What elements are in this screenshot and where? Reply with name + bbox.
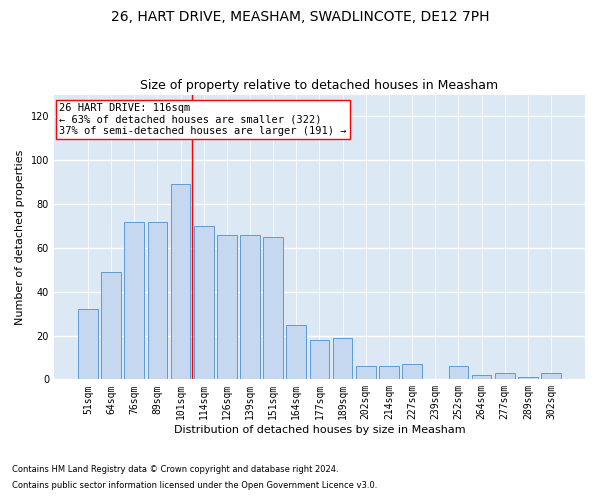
- Bar: [495, 373, 515, 380]
- Text: Contains public sector information licensed under the Open Government Licence v3: Contains public sector information licen…: [12, 480, 377, 490]
- Bar: [333, 338, 352, 380]
- Bar: [217, 235, 236, 380]
- Bar: [194, 226, 214, 380]
- Bar: [286, 324, 306, 380]
- Bar: [379, 366, 399, 380]
- Text: 26, HART DRIVE, MEASHAM, SWADLINCOTE, DE12 7PH: 26, HART DRIVE, MEASHAM, SWADLINCOTE, DE…: [111, 10, 489, 24]
- Bar: [101, 272, 121, 380]
- Bar: [449, 366, 468, 380]
- Bar: [310, 340, 329, 380]
- Bar: [518, 377, 538, 380]
- Bar: [170, 184, 190, 380]
- Bar: [356, 366, 376, 380]
- Bar: [240, 235, 260, 380]
- Text: 26 HART DRIVE: 116sqm
← 63% of detached houses are smaller (322)
37% of semi-det: 26 HART DRIVE: 116sqm ← 63% of detached …: [59, 103, 347, 136]
- Bar: [472, 375, 491, 380]
- X-axis label: Distribution of detached houses by size in Measham: Distribution of detached houses by size …: [173, 425, 465, 435]
- Bar: [402, 364, 422, 380]
- Text: Contains HM Land Registry data © Crown copyright and database right 2024.: Contains HM Land Registry data © Crown c…: [12, 466, 338, 474]
- Bar: [78, 309, 98, 380]
- Bar: [124, 222, 144, 380]
- Bar: [541, 373, 561, 380]
- Bar: [263, 237, 283, 380]
- Title: Size of property relative to detached houses in Measham: Size of property relative to detached ho…: [140, 79, 499, 92]
- Y-axis label: Number of detached properties: Number of detached properties: [15, 150, 25, 324]
- Bar: [148, 222, 167, 380]
